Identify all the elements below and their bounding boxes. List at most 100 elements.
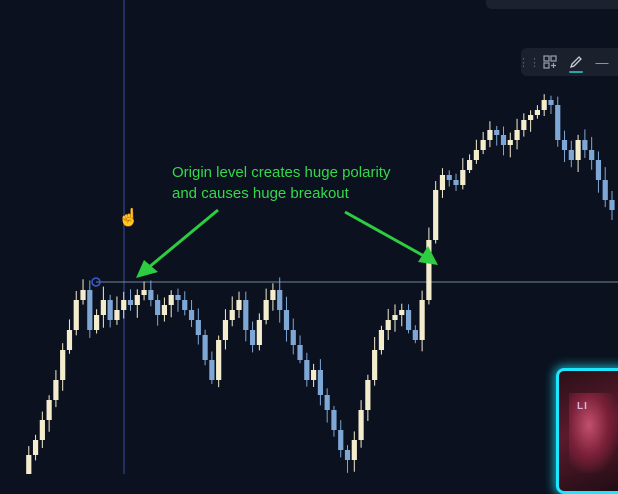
candle-body [555, 105, 561, 140]
candle-body [595, 160, 602, 180]
candle-body [602, 180, 608, 200]
candle-body [494, 130, 500, 135]
candle-body [365, 380, 371, 410]
candle-body [460, 170, 466, 185]
candle-body [283, 310, 290, 330]
candle-body [338, 430, 344, 450]
candle-body [609, 200, 615, 210]
candle-body [141, 290, 147, 295]
candle-body [589, 150, 595, 160]
candle-body [107, 300, 113, 320]
candle-body [331, 410, 337, 430]
candle-body [466, 160, 473, 170]
arrow-to-breakout [344, 210, 438, 265]
candle-body [582, 140, 588, 150]
candle-body [243, 300, 249, 330]
candle-body [66, 330, 73, 350]
candle-body [541, 100, 547, 110]
candle-body [100, 300, 106, 315]
candle-body [175, 295, 181, 300]
candle-body [507, 140, 513, 145]
candle-body [161, 305, 168, 315]
candle-body [222, 320, 229, 340]
candle-body [453, 180, 459, 185]
candle-body [256, 320, 262, 345]
price-chart[interactable] [0, 0, 618, 474]
candle-body [114, 310, 120, 320]
candle-body [514, 130, 520, 140]
level-anchor-handle[interactable] [91, 277, 101, 287]
candle-body [317, 370, 323, 395]
candle-body [487, 130, 493, 140]
candle-body [182, 300, 188, 310]
candle-body [568, 150, 574, 160]
candle-body [270, 290, 276, 300]
candle-body [304, 360, 310, 380]
candle-body [80, 290, 86, 300]
webcam-overlay-text: LI [577, 401, 588, 412]
candle-body [297, 345, 303, 360]
horizontal-line-icon[interactable]: — [595, 54, 609, 70]
candle-body [32, 440, 39, 455]
arrow-to-level [136, 208, 219, 278]
candle-body [277, 290, 283, 310]
webcam-overlay: LI [556, 368, 618, 494]
candle-body [358, 410, 364, 440]
candlestick-series [26, 94, 615, 474]
candle-body [87, 290, 93, 330]
candle-body [202, 335, 208, 360]
candle-body [53, 380, 59, 400]
candle-body [290, 330, 296, 345]
candle-body [405, 310, 412, 330]
pencil-icon[interactable] [563, 48, 589, 76]
candle-body [93, 315, 100, 330]
hand-cursor-icon: ☝ [118, 208, 140, 227]
candle-body [127, 300, 134, 305]
candle-body [121, 300, 127, 310]
candle-body [209, 360, 215, 380]
candle-body [236, 300, 242, 310]
candle-body [134, 295, 140, 305]
candle-body [575, 140, 581, 160]
candle-body [73, 300, 79, 330]
candle-body [168, 295, 174, 305]
candle-body [548, 100, 554, 105]
candle-body [148, 290, 154, 300]
candle-body [473, 150, 479, 160]
candle-body [446, 175, 452, 180]
candle-body [534, 110, 541, 115]
candle-body [216, 340, 222, 380]
candle-body [500, 135, 507, 145]
candle-body [155, 300, 161, 315]
candle-body [39, 420, 45, 440]
candle-body [344, 450, 351, 460]
candle-body [419, 300, 425, 340]
candle-body [433, 190, 439, 240]
candle-body [263, 300, 269, 320]
candle-body [412, 330, 418, 340]
candle-body [311, 370, 317, 380]
drag-handle-icon[interactable]: ⋮⋮ [518, 56, 540, 69]
candle-body [60, 350, 66, 380]
candle-body [521, 120, 527, 130]
candle-body [399, 310, 405, 315]
candle-body [188, 310, 195, 320]
candle-body [439, 175, 446, 190]
candle-body [324, 395, 330, 410]
candle-body [351, 440, 357, 460]
drawing-toolbar: ⋮⋮ — [518, 48, 618, 76]
candle-body [249, 330, 256, 345]
candle-body [229, 310, 235, 320]
candle-body [378, 330, 385, 350]
candle-body [46, 400, 52, 420]
candle-body [26, 455, 32, 474]
add-widget-icon[interactable] [537, 48, 563, 76]
candle-body [372, 350, 378, 380]
candle-body [195, 320, 201, 335]
chart-annotation: Origin level creates huge polarity and c… [172, 162, 390, 204]
candle-body [385, 320, 391, 330]
candle-body [561, 140, 568, 150]
candle-body [480, 140, 486, 150]
top-panel-edge [486, 0, 618, 9]
candle-body [392, 315, 398, 320]
